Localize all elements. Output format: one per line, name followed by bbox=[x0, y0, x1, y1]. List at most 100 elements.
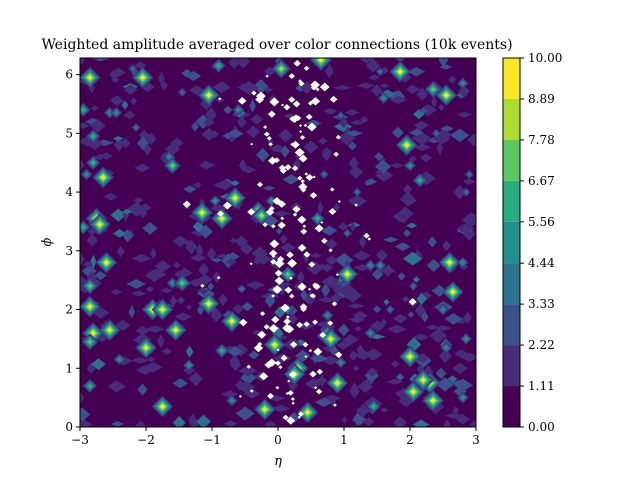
texture-cell bbox=[113, 137, 124, 152]
texture-cell bbox=[330, 292, 342, 304]
hotspot bbox=[438, 251, 461, 274]
texture-cell bbox=[419, 153, 433, 163]
texture-cell bbox=[169, 295, 177, 308]
hotspot bbox=[319, 169, 329, 180]
hotspot bbox=[80, 220, 91, 235]
hotspot bbox=[81, 333, 99, 351]
texture-cell bbox=[89, 119, 106, 133]
no-data-hole bbox=[299, 130, 303, 133]
no-data-hole bbox=[329, 95, 338, 103]
texture-cell bbox=[309, 354, 329, 363]
y-tick-label: 4 bbox=[65, 185, 73, 199]
no-data-hole bbox=[337, 200, 341, 203]
no-data-hole bbox=[314, 224, 324, 233]
texture-cell bbox=[324, 63, 334, 79]
no-data-hole bbox=[284, 286, 293, 294]
texture-cell bbox=[134, 61, 147, 70]
texture-cell bbox=[172, 261, 181, 269]
texture-cell bbox=[454, 349, 469, 358]
texture-cell bbox=[207, 247, 217, 262]
hotspot bbox=[437, 303, 449, 316]
texture-cell bbox=[300, 81, 313, 95]
no-data-hole bbox=[294, 147, 305, 157]
texture-cell bbox=[401, 296, 410, 303]
hotspot bbox=[395, 372, 405, 382]
texture-cell bbox=[392, 416, 408, 427]
no-data-hole bbox=[287, 390, 294, 396]
no-data-hole bbox=[298, 124, 303, 128]
texture-cell bbox=[383, 298, 390, 306]
texture-cell bbox=[80, 419, 93, 427]
no-data-hole bbox=[298, 154, 308, 163]
texture-cell bbox=[185, 304, 192, 311]
texture-cell bbox=[375, 169, 383, 175]
colorbar-tick-label: 2.22 bbox=[528, 338, 555, 352]
hotspot bbox=[352, 187, 362, 197]
no-data-hole bbox=[267, 110, 276, 118]
texture-cell bbox=[198, 263, 210, 277]
hotspot bbox=[253, 398, 276, 421]
texture-cell bbox=[368, 74, 380, 81]
no-data-hole bbox=[280, 354, 288, 362]
texture-cell bbox=[264, 420, 277, 427]
texture-cell bbox=[156, 333, 165, 348]
texture-cell bbox=[100, 152, 113, 160]
texture-cell bbox=[462, 178, 476, 185]
texture-cell bbox=[280, 145, 290, 158]
texture-cell bbox=[146, 356, 156, 362]
texture-cell bbox=[248, 350, 260, 360]
no-data-hole bbox=[218, 97, 222, 101]
no-data-hole bbox=[291, 140, 300, 149]
texture-cell bbox=[185, 239, 198, 255]
hotspot bbox=[424, 80, 442, 98]
hotspot bbox=[464, 169, 475, 180]
texture-cell bbox=[414, 303, 426, 318]
hotspot bbox=[456, 391, 469, 404]
texture-cell bbox=[406, 222, 418, 229]
texture-cell bbox=[269, 146, 280, 152]
no-data-hole bbox=[288, 96, 296, 103]
no-data-hole bbox=[289, 293, 295, 299]
no-data-hole bbox=[298, 80, 305, 87]
no-data-hole bbox=[321, 237, 328, 244]
texture-cell bbox=[412, 276, 421, 283]
hotspot bbox=[336, 111, 346, 121]
no-data-hole bbox=[255, 95, 265, 104]
colorbar-tick-label: 3.33 bbox=[528, 297, 555, 311]
texture-cell bbox=[352, 250, 371, 262]
texture-cell bbox=[134, 163, 151, 173]
texture-cell bbox=[321, 149, 332, 162]
texture-cell bbox=[442, 240, 451, 252]
no-data-hole bbox=[291, 165, 299, 172]
no-data-hole bbox=[237, 96, 247, 105]
texture-cell bbox=[210, 204, 228, 213]
texture-cell bbox=[190, 253, 207, 262]
x-axis-label: η bbox=[274, 454, 282, 469]
texture-cell bbox=[80, 407, 91, 422]
texture-cell bbox=[245, 280, 266, 290]
hotspot bbox=[103, 106, 116, 119]
hotspot bbox=[82, 378, 98, 394]
texture-cell bbox=[336, 340, 351, 350]
texture-cell bbox=[407, 311, 415, 318]
texture-cell bbox=[435, 367, 447, 380]
no-data-hole bbox=[268, 249, 278, 258]
x-tick-label: −3 bbox=[71, 433, 89, 447]
texture-cell bbox=[456, 223, 475, 235]
texture-cell bbox=[412, 333, 430, 341]
texture-cell bbox=[392, 313, 409, 324]
texture-cell bbox=[296, 270, 305, 285]
texture-cell bbox=[373, 152, 384, 161]
texture-cell bbox=[314, 397, 333, 407]
no-data-hole bbox=[277, 256, 285, 263]
texture-cell bbox=[452, 406, 460, 415]
texture-cell bbox=[131, 290, 147, 297]
texture-cell bbox=[416, 292, 427, 306]
texture-cell bbox=[80, 254, 85, 265]
texture-cell bbox=[354, 325, 362, 332]
hotspot bbox=[211, 58, 226, 74]
no-data-hole bbox=[308, 261, 316, 268]
no-data-hole bbox=[319, 331, 327, 339]
texture-cell bbox=[431, 94, 438, 109]
no-data-hole bbox=[310, 97, 321, 106]
